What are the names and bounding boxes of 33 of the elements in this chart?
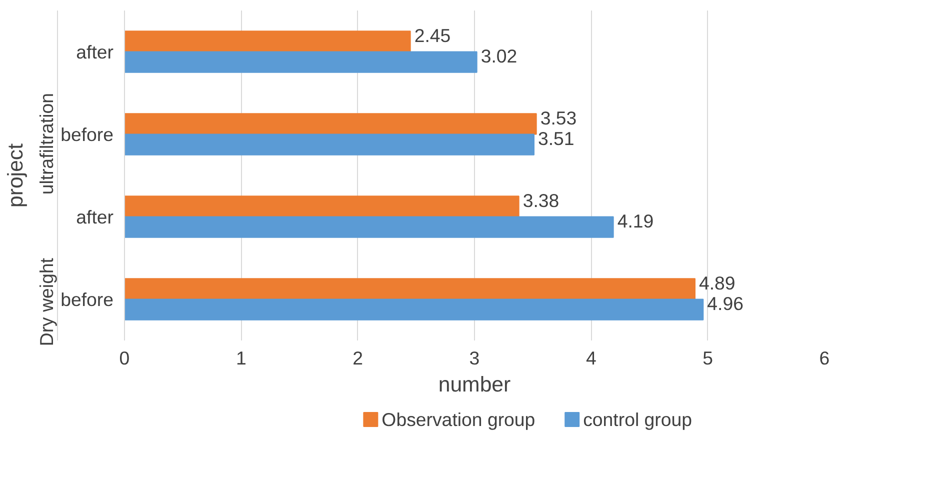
bar [124, 30, 411, 52]
x-tick-label: 5 [702, 348, 714, 368]
data-label: 3.02 [480, 46, 518, 67]
data-label: 3.38 [522, 190, 560, 211]
x-tick-label: 3 [469, 348, 480, 368]
data-label: 3.53 [540, 107, 577, 128]
x-axis-title: number [438, 372, 511, 396]
x-tick-label: 0 [119, 348, 130, 368]
y-tick-label: after [76, 206, 114, 228]
x-tick-label: 1 [236, 348, 246, 368]
legend-label: control group [583, 409, 692, 430]
bar [124, 134, 534, 156]
bar [124, 196, 520, 218]
x-tick-label: 6 [819, 348, 830, 368]
y-tick-label: before [60, 124, 114, 145]
data-label: 2.45 [414, 24, 451, 46]
bar [124, 278, 696, 300]
x-tick-label: 4 [586, 348, 596, 368]
bar [124, 113, 537, 135]
text: Dry weight [36, 257, 57, 346]
text: ultrafiltration [36, 92, 57, 195]
y-axis-title: project [4, 143, 28, 208]
data-label: 4.89 [699, 272, 736, 294]
x-tick-label: 2 [352, 348, 364, 368]
data-label: 4.19 [617, 210, 654, 232]
data-label: 3.51 [538, 128, 574, 150]
bar [124, 298, 704, 320]
legend-label: Observation group [382, 409, 536, 430]
y-tick-label: after [76, 41, 114, 62]
y-tick-label: before [60, 288, 114, 310]
bar [124, 216, 614, 238]
bar [124, 51, 478, 73]
data-label: 4.96 [707, 293, 744, 314]
